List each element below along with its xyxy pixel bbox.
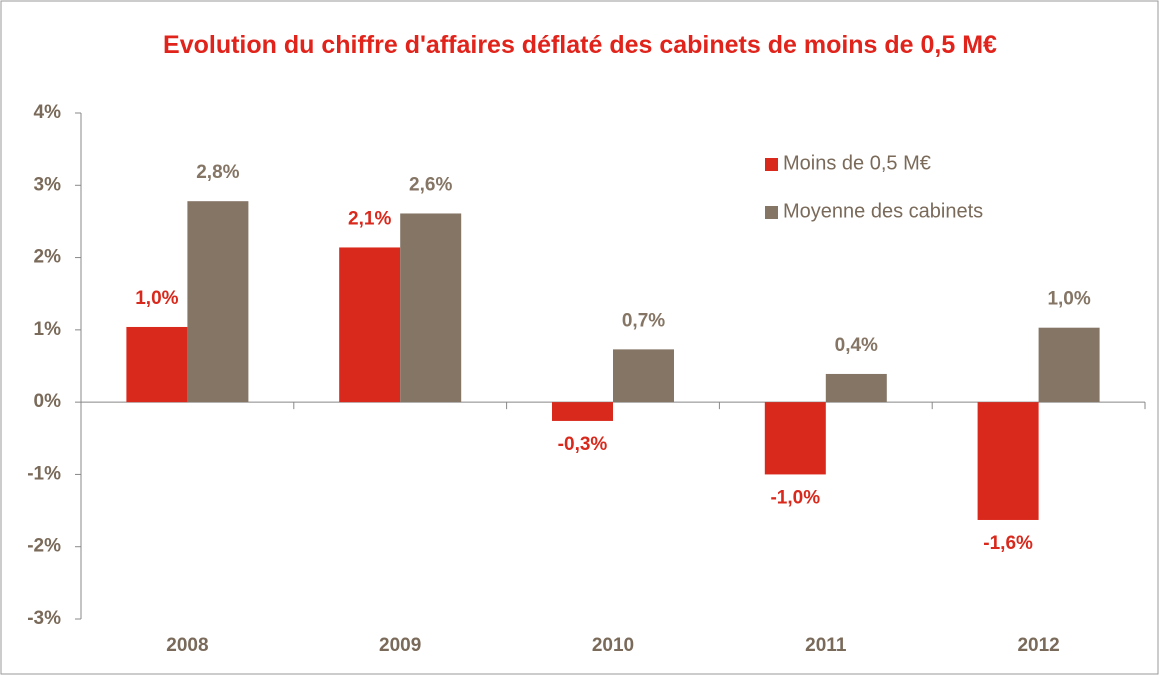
data-label: 2,1%	[348, 208, 391, 229]
legend-label: Moyenne des cabinets	[783, 200, 983, 222]
x-tick-label: 2012	[1017, 635, 1059, 656]
y-tick-label: 4%	[34, 102, 62, 123]
y-tick-label: 1%	[34, 319, 62, 340]
legend-swatch	[765, 206, 778, 219]
data-label: 0,4%	[835, 335, 878, 356]
x-tick-label: 2008	[166, 635, 208, 656]
chart-title: Evolution du chiffre d'affaires déflaté …	[163, 31, 997, 59]
data-label: 0,7%	[622, 310, 665, 331]
data-label: -1,6%	[983, 533, 1033, 554]
bar	[552, 402, 613, 421]
data-label: -1,0%	[770, 487, 820, 508]
legend-swatch	[765, 158, 778, 171]
bar	[977, 402, 1039, 520]
y-tick-label: -2%	[27, 536, 61, 557]
legend-label: Moins de 0,5 M€	[783, 152, 931, 174]
y-tick-label: 0%	[34, 391, 62, 412]
bar	[400, 213, 462, 403]
bar	[1038, 327, 1100, 403]
bar	[825, 373, 887, 403]
x-tick-label: 2011	[805, 635, 847, 656]
bar	[126, 326, 188, 403]
data-label: 1,0%	[1047, 289, 1090, 310]
bar	[613, 349, 674, 403]
y-tick-label: 3%	[34, 174, 62, 195]
data-label: 2,8%	[196, 162, 239, 183]
y-tick-label: -3%	[27, 608, 61, 629]
y-tick-label: -1%	[27, 463, 61, 484]
data-label: -0,3%	[558, 434, 608, 455]
y-tick-label: 2%	[34, 247, 62, 268]
x-tick-label: 2010	[592, 635, 634, 656]
bar	[764, 402, 826, 475]
bar	[187, 201, 249, 403]
data-label: 1,0%	[135, 288, 178, 309]
x-tick-label: 2009	[379, 635, 421, 656]
data-label: 2,6%	[409, 174, 452, 195]
bar	[339, 247, 401, 403]
